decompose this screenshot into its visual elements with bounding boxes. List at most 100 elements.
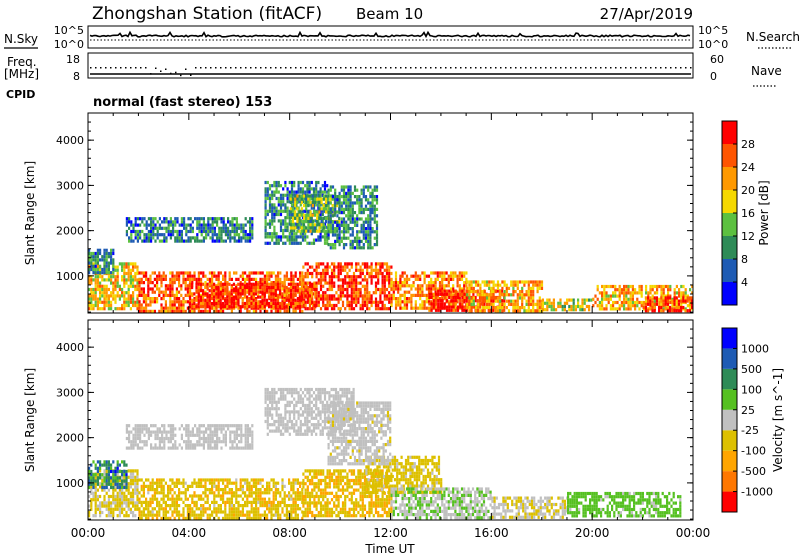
heatmap-cell	[125, 291, 128, 295]
heatmap-cell	[322, 284, 325, 288]
heatmap-cell	[353, 223, 357, 227]
heatmap-cell	[307, 229, 310, 233]
heatmap-cell	[101, 267, 104, 272]
heatmap-cell	[158, 309, 161, 313]
heatmap-cell	[238, 233, 241, 237]
heatmap-cell	[362, 211, 365, 215]
heatmap-cell	[110, 476, 113, 480]
heatmap-cell	[118, 297, 121, 301]
heatmap-cell	[516, 283, 519, 287]
heatmap-cell	[373, 243, 376, 247]
heatmap-cell	[371, 246, 374, 250]
heatmap-cell	[196, 233, 199, 237]
heatmap-cell	[248, 297, 251, 301]
heatmap-cell	[500, 289, 504, 293]
heatmap-cell	[385, 294, 389, 298]
colorbar-tick-label: 16	[741, 207, 755, 220]
heatmap-cell	[620, 300, 623, 305]
heatmap-cell	[296, 282, 299, 286]
heatmap-cell	[454, 271, 457, 275]
heatmap-cell	[279, 209, 283, 213]
heatmap-cell	[445, 305, 449, 309]
heatmap-cell	[272, 281, 275, 285]
heatmap-cell	[132, 281, 135, 285]
heatmap-cell	[228, 274, 231, 278]
heatmap-cell	[142, 281, 145, 285]
heatmap-cell	[272, 298, 275, 302]
heatmap-cell	[171, 488, 174, 492]
heatmap-cell	[459, 302, 462, 306]
heatmap-cell	[308, 284, 312, 288]
heatmap-cell	[463, 290, 466, 294]
heatmap-cell	[136, 229, 139, 234]
heatmap-cell	[341, 281, 345, 285]
heatmap-cell	[352, 278, 356, 282]
heatmap-cell	[272, 301, 275, 306]
heatmap-cell	[305, 200, 308, 204]
heatmap-cell	[107, 275, 110, 279]
heatmap-cell	[416, 277, 420, 281]
heatmap-cell	[423, 277, 426, 281]
heatmap-cell	[176, 239, 179, 243]
heatmap-cell	[249, 239, 252, 243]
heatmap-cell	[180, 229, 183, 234]
heatmap-cell	[232, 295, 235, 299]
heatmap-cell	[419, 277, 422, 281]
heatmap-cell	[134, 491, 137, 495]
heatmap-cell	[235, 292, 238, 296]
heatmap-cell	[136, 501, 139, 505]
heatmap-cell	[339, 284, 342, 288]
heatmap-cell	[373, 236, 376, 240]
heatmap-cell	[175, 484, 178, 488]
heatmap-cell	[279, 203, 283, 207]
heatmap-cell	[388, 284, 391, 288]
heatmap-cell	[336, 236, 339, 240]
heatmap-cell	[302, 291, 305, 295]
heatmap-cell	[145, 497, 148, 501]
heatmap-cell	[248, 298, 251, 302]
heatmap-cell	[598, 291, 601, 295]
freq-panel-frame	[87, 52, 694, 79]
heatmap-cell	[255, 277, 258, 281]
heatmap-cell	[294, 226, 297, 230]
heatmap-cell	[257, 290, 260, 294]
heatmap-cell	[105, 514, 108, 518]
heatmap-cell	[90, 463, 93, 467]
heatmap-cell	[112, 491, 115, 495]
heatmap-cell	[333, 213, 336, 217]
heatmap-cell	[361, 262, 364, 266]
heatmap-cell	[112, 251, 115, 256]
heatmap-cell	[286, 196, 289, 201]
heatmap-cell	[279, 184, 283, 188]
heatmap-cell	[94, 281, 97, 285]
heatmap-cell	[153, 497, 156, 501]
heatmap-cell	[136, 472, 139, 476]
heatmap-cell	[195, 277, 198, 281]
heatmap-cell	[306, 291, 309, 295]
heatmap-cell	[322, 271, 325, 276]
heatmap-cell	[189, 229, 192, 234]
heatmap-cell	[309, 220, 312, 224]
heatmap-cell	[219, 271, 222, 275]
heatmap-cell	[246, 290, 249, 294]
heatmap-cell	[213, 220, 216, 224]
heatmap-cell	[296, 289, 299, 293]
heatmap-cell	[481, 280, 484, 284]
heatmap-cell	[94, 267, 97, 272]
heatmap-cell	[379, 307, 382, 311]
heatmap-cell	[198, 217, 201, 221]
heatmap-cell	[383, 275, 386, 279]
heatmap-cell	[313, 300, 316, 304]
heatmap-cell	[180, 300, 183, 304]
heatmap-cell	[156, 233, 159, 237]
heatmap-cell	[264, 222, 267, 226]
heatmap-cell	[217, 282, 220, 286]
heatmap-cell	[363, 275, 367, 279]
heatmap-cell	[147, 239, 150, 243]
heatmap-cell	[270, 292, 273, 296]
nave-dot	[400, 67, 402, 69]
heatmap-cell	[101, 258, 104, 262]
heatmap-cell	[191, 282, 194, 286]
heatmap-cell	[164, 481, 167, 485]
heatmap-cell	[235, 271, 238, 275]
